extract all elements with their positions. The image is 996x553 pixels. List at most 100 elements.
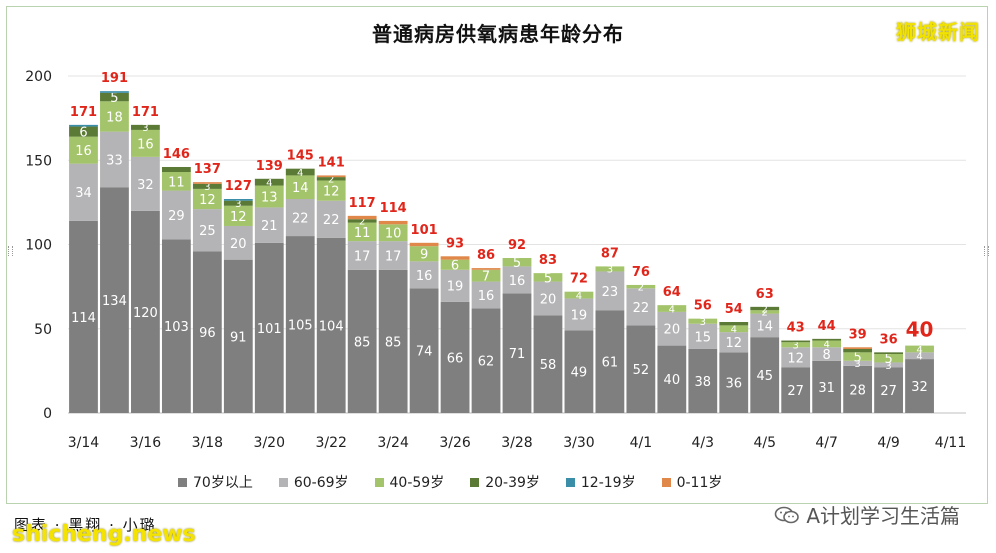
total-data-label: 171 <box>70 105 97 120</box>
x-tick-label: 3/30 <box>563 435 594 451</box>
segment-data-label: 6 <box>451 259 459 274</box>
segment-data-label: 3 <box>204 182 210 193</box>
bar-segment <box>285 199 315 237</box>
bar-segment <box>347 215 377 220</box>
segment-data-label: 66 <box>447 351 464 366</box>
bar-segment <box>564 330 594 413</box>
bar-segment <box>161 166 191 173</box>
segment-data-label: 85 <box>354 335 371 350</box>
total-data-label: 93 <box>446 236 464 251</box>
legend-label: 20-39岁 <box>485 475 540 491</box>
bar-segment <box>781 340 811 343</box>
segment-data-label: 17 <box>385 249 402 264</box>
x-tick-label: 3/18 <box>192 435 223 451</box>
bar-segment <box>409 242 439 247</box>
bar-segment <box>750 313 780 338</box>
bar-segment <box>595 310 625 413</box>
resize-handle-left[interactable] <box>8 246 13 256</box>
total-data-label: 63 <box>756 287 774 302</box>
bar-segment <box>719 352 749 413</box>
total-data-label: 139 <box>256 159 283 174</box>
bar-segment <box>874 352 903 355</box>
bar-segment <box>595 271 625 311</box>
total-data-label: 145 <box>287 149 314 164</box>
bar-segment <box>409 261 439 289</box>
segment-data-label: 49 <box>571 366 588 381</box>
bar-segment <box>69 163 98 221</box>
bar-segment <box>223 259 253 413</box>
total-data-label: 92 <box>508 238 526 253</box>
total-data-label: 44 <box>818 319 836 334</box>
bar-segment <box>192 209 222 252</box>
bar-segment <box>100 131 129 188</box>
bar-segment <box>874 354 903 363</box>
segment-data-label: 6 <box>79 126 87 141</box>
bar-segment <box>874 362 903 368</box>
total-data-label: 117 <box>349 196 376 211</box>
bar-segment <box>471 281 501 309</box>
total-data-label: 76 <box>632 265 650 280</box>
resize-handle-right[interactable] <box>984 246 989 256</box>
legend-label: 40-59岁 <box>389 475 445 491</box>
bar-segment <box>471 268 501 270</box>
segment-data-label: 5 <box>884 352 892 367</box>
bar-segment <box>843 360 873 366</box>
segment-data-label: 20 <box>664 323 681 338</box>
legend-label: 12-19岁 <box>580 475 636 491</box>
segment-data-label: 38 <box>695 375 712 390</box>
segment-data-label: 2 <box>762 308 768 319</box>
segment-data-label: 105 <box>288 318 313 333</box>
segment-data-label: 14 <box>292 181 309 196</box>
brand-logo-text: 狮城新闻 <box>896 20 980 44</box>
bar-segment <box>223 225 253 260</box>
bar-segment <box>719 332 749 353</box>
bar-segment <box>502 257 532 267</box>
bar-segment <box>657 345 687 413</box>
segment-data-label: 2 <box>762 304 768 315</box>
wechat-account: A计划学习生活篇 <box>774 500 960 529</box>
wechat-account-name: A计划学习生活篇 <box>806 504 960 528</box>
total-data-label: 72 <box>570 272 588 287</box>
segment-data-label: 22 <box>292 211 309 226</box>
segment-data-label: 3 <box>700 317 706 328</box>
x-tick-label: 3/24 <box>377 435 409 451</box>
segment-data-label: 2 <box>638 282 644 293</box>
bar-segment <box>409 288 439 413</box>
bar-segment <box>719 325 749 333</box>
segment-data-label: 22 <box>323 213 340 228</box>
bar-segment <box>100 187 129 413</box>
segment-data-label: 19 <box>447 280 464 295</box>
bar-segment <box>688 323 718 349</box>
bar-segment <box>781 367 811 413</box>
segment-data-label: 20 <box>540 292 557 307</box>
bar-segment <box>905 345 934 353</box>
bar-segment <box>161 172 191 191</box>
y-tick-label: 200 <box>25 69 52 85</box>
segment-data-label: 3 <box>793 341 799 352</box>
legend-label: 60-69岁 <box>293 475 349 491</box>
segment-data-label: 3 <box>885 361 891 372</box>
segment-data-label: 14 <box>756 319 773 334</box>
segment-data-label: 13 <box>261 190 278 205</box>
bar-segment <box>192 182 222 184</box>
bar-segment <box>657 311 687 346</box>
total-data-label: 137 <box>194 162 221 177</box>
x-tick-label: 3/28 <box>501 435 532 451</box>
bar-segment <box>843 347 873 349</box>
bar-segment <box>192 183 222 189</box>
segment-data-label: 114 <box>71 311 96 326</box>
segment-data-label: 21 <box>261 219 278 234</box>
segment-data-label: 32 <box>911 380 928 395</box>
bar-segment <box>719 322 749 326</box>
total-data-label: 64 <box>663 285 681 300</box>
bar-segment <box>69 126 98 137</box>
segment-data-label: 12 <box>230 210 247 225</box>
segment-data-label: 8 <box>823 348 831 363</box>
segment-data-label: 3 <box>854 359 860 370</box>
site-watermark: shicheng.news <box>12 522 196 547</box>
bar-segment <box>440 301 470 413</box>
segment-data-label: 19 <box>571 308 588 323</box>
segment-data-label: 3 <box>235 199 241 210</box>
total-data-label: 146 <box>163 147 190 162</box>
